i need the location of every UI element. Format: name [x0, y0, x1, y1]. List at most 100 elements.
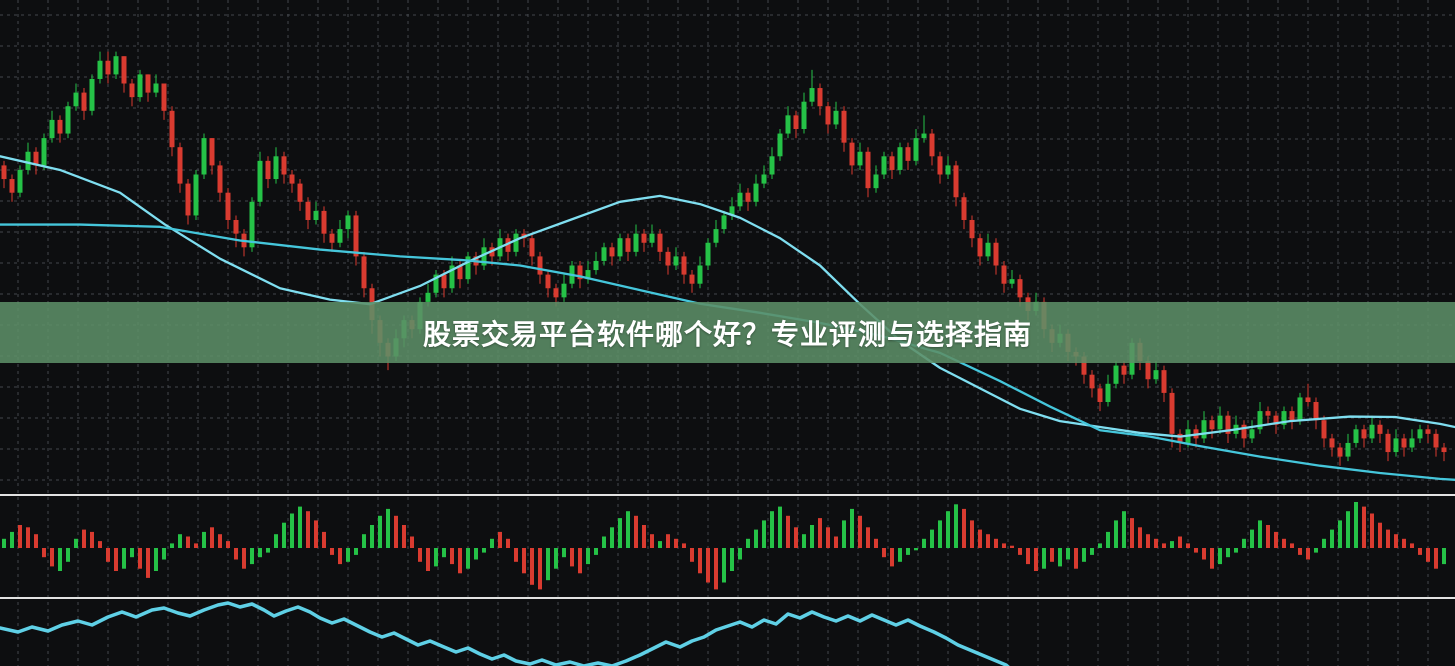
candle-body — [257, 160, 263, 202]
hist-bar — [978, 529, 982, 548]
candle-body — [353, 215, 359, 257]
hist-bar — [1194, 548, 1198, 553]
candle-body — [1265, 411, 1271, 416]
hist-bar — [202, 531, 206, 548]
hist-bar — [370, 525, 374, 548]
candle-body — [617, 238, 623, 257]
candle-body — [81, 92, 87, 111]
hist-bar — [1370, 513, 1374, 548]
candle-body — [601, 247, 607, 261]
candle-body — [1081, 356, 1087, 375]
candle-body — [873, 174, 879, 189]
hist-bar — [122, 548, 126, 569]
hist-bar — [1298, 548, 1302, 555]
candle-body — [945, 165, 951, 175]
panel-separators — [0, 494, 1455, 599]
hist-bar — [570, 548, 574, 567]
candle-body — [833, 110, 839, 125]
hist-bar — [1306, 548, 1310, 560]
hist-bar — [1210, 548, 1214, 569]
candle-body — [753, 183, 759, 202]
hist-bar — [1330, 529, 1334, 548]
candle-body — [1313, 402, 1319, 421]
hist-bar — [1354, 502, 1358, 548]
candle-body — [1121, 365, 1127, 375]
hist-bar — [346, 548, 350, 562]
hist-bar — [410, 536, 414, 548]
hist-bar — [858, 515, 862, 548]
hist-bar — [306, 511, 310, 548]
hist-bar — [130, 548, 134, 558]
hist-bar — [1378, 522, 1382, 548]
hist-bar — [922, 538, 926, 548]
candle-body — [1337, 447, 1343, 457]
candle-body — [153, 83, 159, 93]
candle-body — [361, 256, 367, 289]
candle-body — [889, 156, 895, 170]
hist-bar — [50, 548, 54, 567]
hist-bar — [138, 548, 142, 569]
hist-bar — [874, 538, 878, 548]
hist-bar — [866, 527, 870, 548]
candle-body — [225, 192, 231, 220]
hist-bar — [34, 534, 38, 548]
candle-body — [249, 201, 255, 248]
hist-bar — [898, 548, 902, 562]
hist-bar — [826, 527, 830, 548]
hist-bar — [994, 538, 998, 548]
price-panel[interactable] — [0, 51, 1455, 481]
candle-body — [457, 265, 463, 280]
candle-body — [1321, 420, 1327, 439]
candle-body — [737, 192, 743, 207]
candle-body — [49, 119, 55, 139]
hist-bar — [970, 520, 974, 548]
candlesticks[interactable] — [1, 51, 1447, 466]
hist-bar — [850, 508, 854, 548]
candle-body — [1, 165, 7, 180]
candle-body — [769, 156, 775, 175]
candle-body — [841, 110, 847, 143]
candle-body — [1297, 397, 1303, 421]
candle-body — [825, 106, 831, 125]
hist-bar — [674, 538, 678, 548]
hist-bar — [794, 527, 798, 548]
hist-bar — [1138, 527, 1142, 548]
hist-bar — [1170, 541, 1174, 548]
hist-bar — [234, 548, 238, 560]
hist-bar — [1098, 543, 1102, 548]
oscillator-panel[interactable] — [0, 601, 1014, 666]
hist-bar — [554, 548, 558, 569]
candle-body — [137, 74, 143, 98]
hist-bar — [1386, 529, 1390, 548]
candle-body — [297, 183, 303, 202]
hist-bar — [274, 534, 278, 548]
hist-bar — [818, 518, 822, 548]
hist-bar — [18, 525, 22, 548]
hist-bar — [266, 548, 270, 553]
hist-bar — [786, 515, 790, 548]
candle-body — [265, 160, 271, 180]
hist-bar — [890, 548, 894, 567]
hist-bar — [906, 548, 910, 555]
candle-body — [289, 174, 295, 184]
hist-bar — [834, 536, 838, 548]
candle-body — [1001, 265, 1007, 284]
hist-bar — [650, 534, 654, 548]
candle-body — [697, 265, 703, 284]
hist-bar — [1154, 538, 1158, 548]
candle-body — [985, 242, 991, 257]
hist-bar — [242, 548, 246, 569]
candle-body — [745, 192, 751, 202]
hist-bar — [114, 548, 118, 571]
hist-bar — [466, 548, 470, 569]
candle-body — [1273, 415, 1279, 425]
candle-body — [649, 233, 655, 243]
hist-bar — [226, 541, 230, 548]
hist-bar — [1418, 548, 1422, 555]
hist-bar — [698, 548, 702, 574]
macd-histogram[interactable] — [2, 502, 1446, 590]
candle-body — [441, 274, 447, 289]
hist-bar — [762, 520, 766, 548]
candle-body — [553, 288, 559, 298]
